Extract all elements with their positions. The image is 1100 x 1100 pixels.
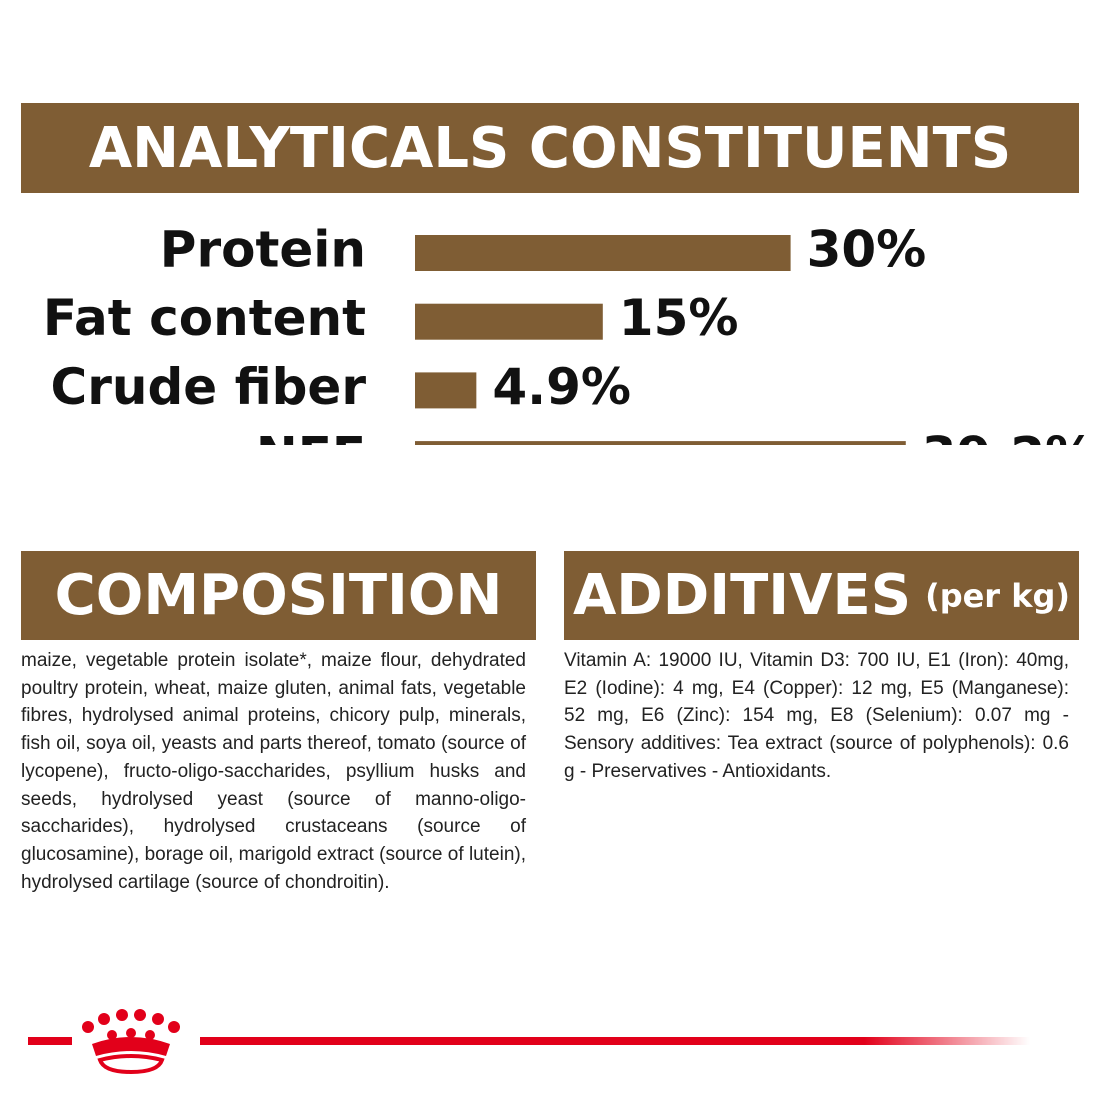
additives-title: ADDITIVES <box>572 563 912 628</box>
composition-title: COMPOSITION <box>21 551 536 640</box>
additives-text: Vitamin A: 19000 IU, Vitamin D3: 700 IU,… <box>564 650 1069 782</box>
category-label: Fat content <box>43 289 366 347</box>
value-label: 4.9% <box>492 358 631 416</box>
footer <box>28 1009 1030 1075</box>
bar <box>415 372 477 409</box>
category-label: NFE <box>256 427 366 445</box>
value-label: 15% <box>619 289 739 347</box>
bar <box>415 441 906 445</box>
category-label: Crude fiber <box>51 358 367 416</box>
additives-banner: ADDITIVES (per kg) <box>564 551 1079 640</box>
logo <box>82 1009 180 1075</box>
value-label: 39.2% <box>922 427 1095 445</box>
value-label: 30% <box>807 221 927 279</box>
bar <box>415 303 603 340</box>
composition-text: maize, vegetable protein isolate*, maize… <box>21 650 526 893</box>
footer-line <box>28 1037 72 1045</box>
bar <box>415 235 791 271</box>
category-label: Protein <box>160 221 366 279</box>
footer-line <box>200 1037 1030 1045</box>
additives-subtitle: (per kg) <box>925 576 1071 615</box>
chart-title: ANALYTICALS CONSTITUENTS <box>21 103 1079 193</box>
chart: Protein 30% Fat content 15% Crude fiber 4.9% N… <box>43 221 1095 445</box>
